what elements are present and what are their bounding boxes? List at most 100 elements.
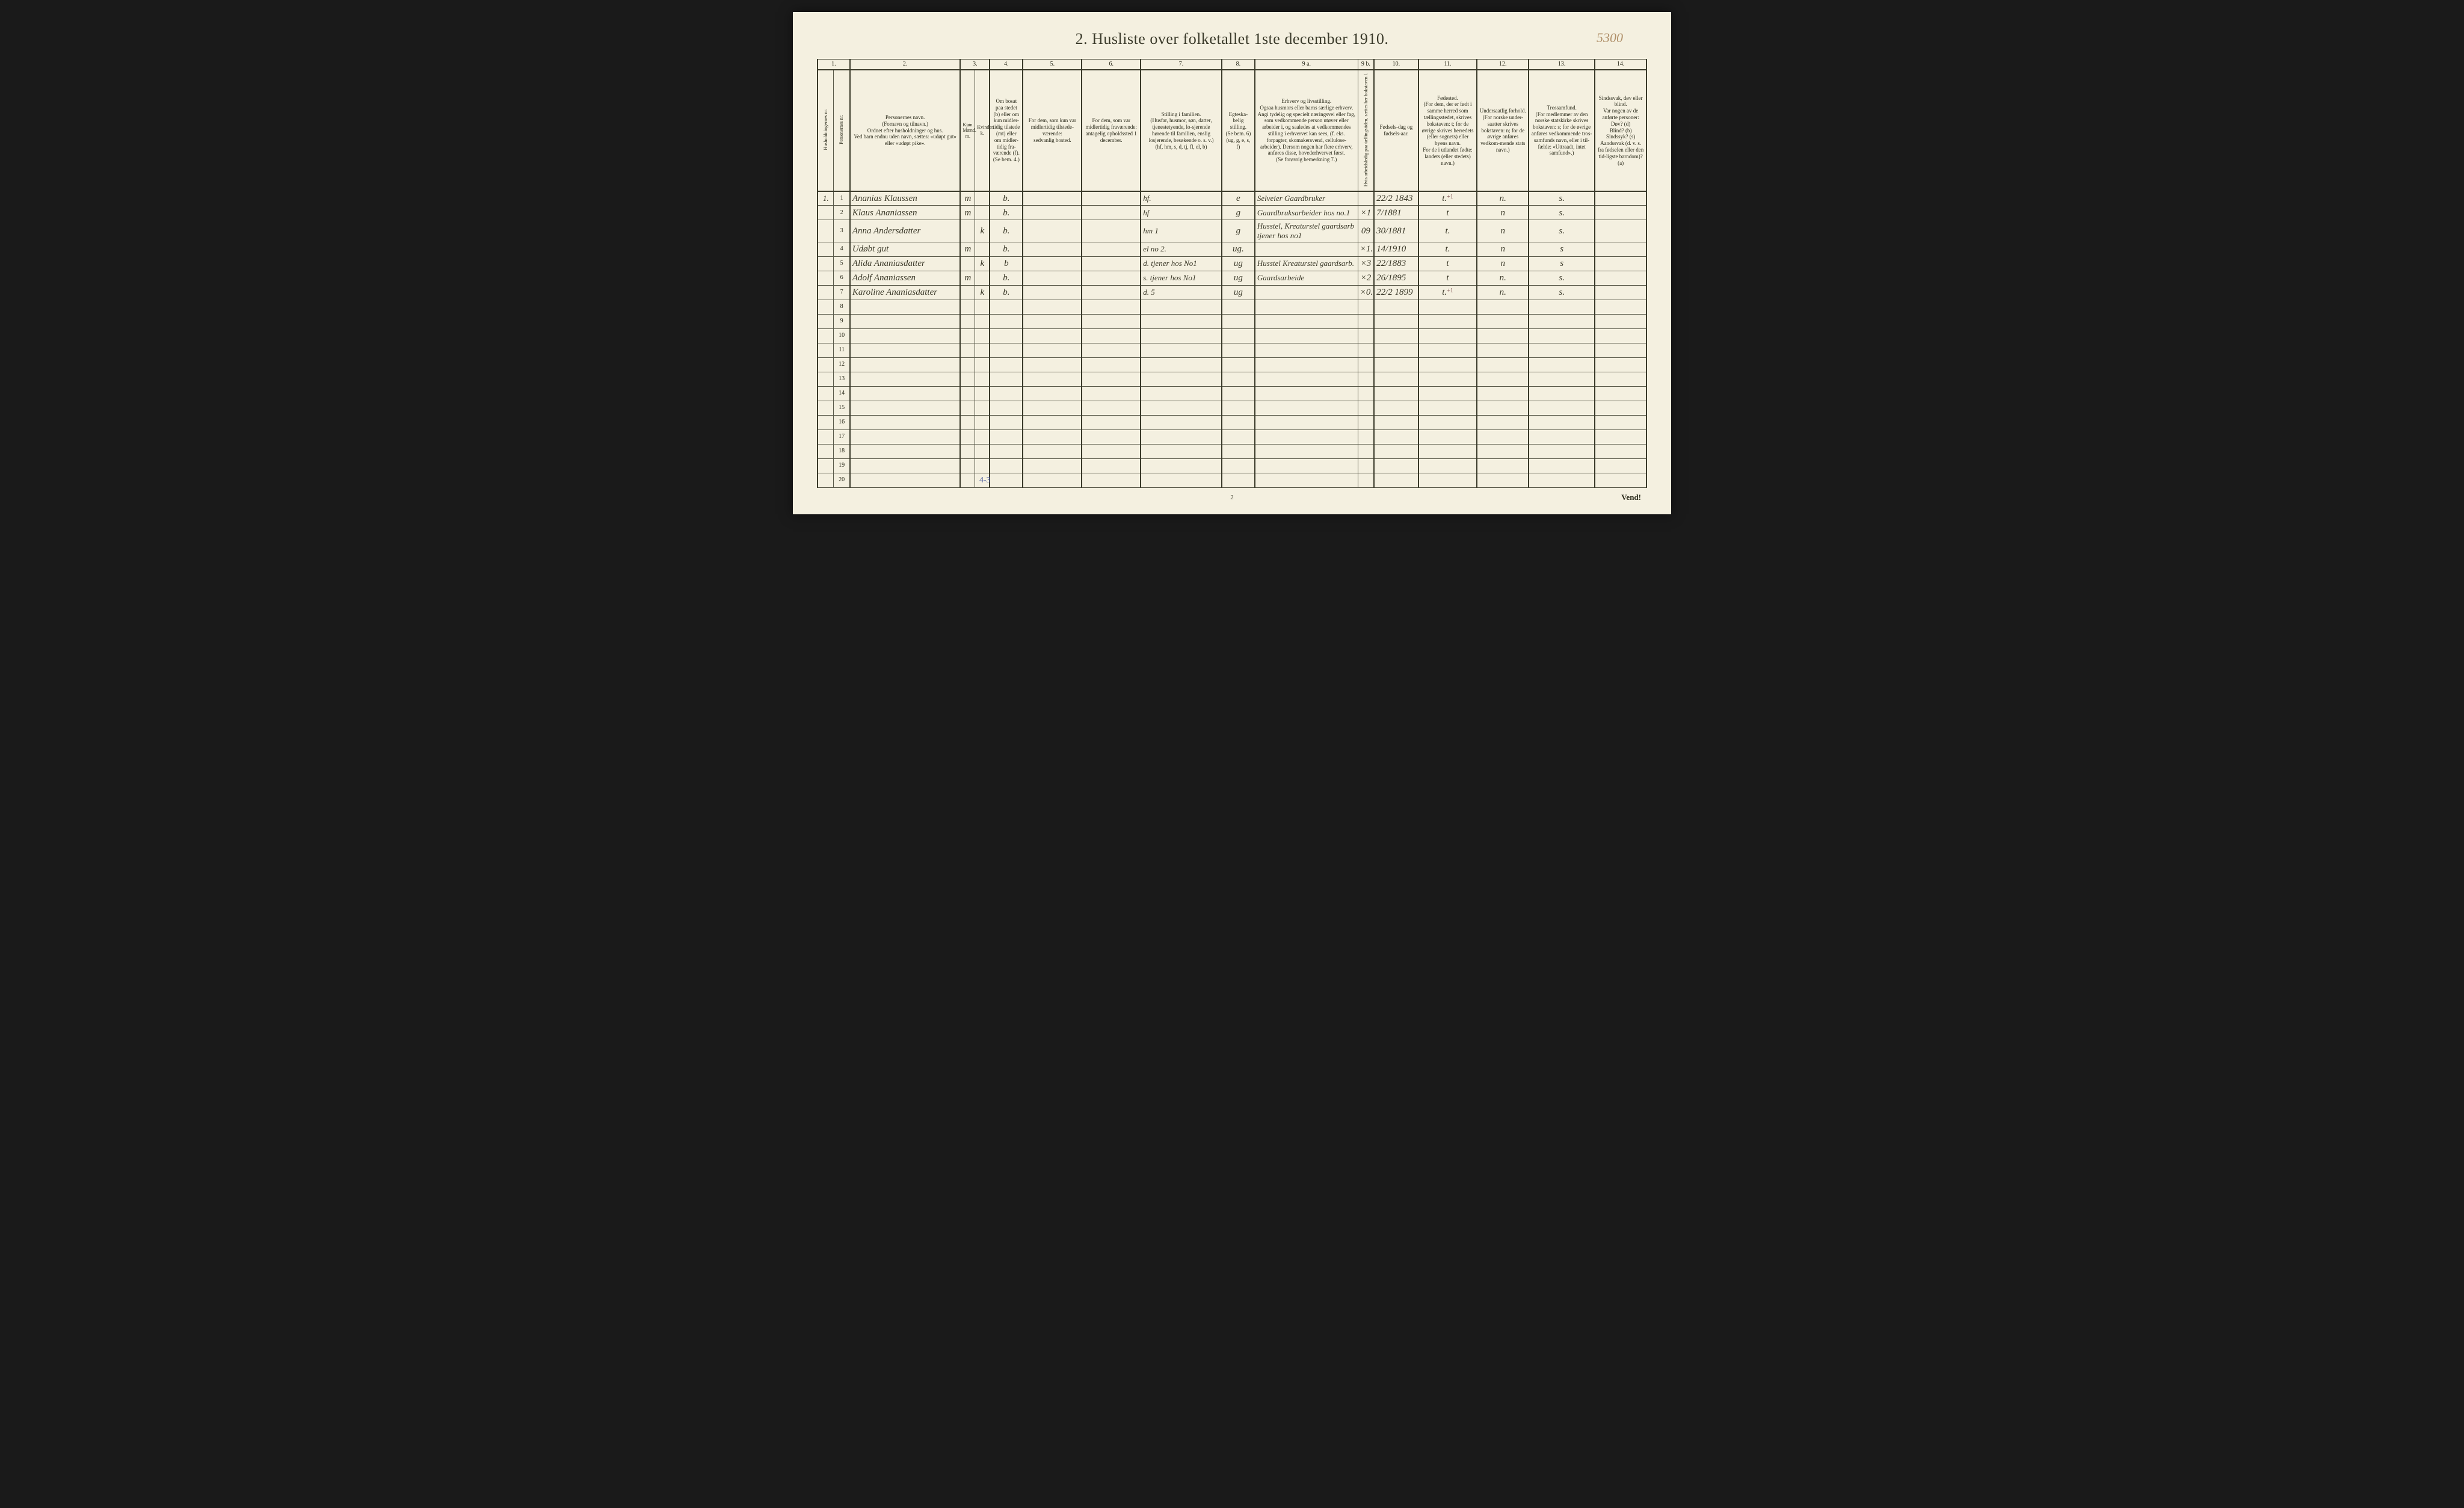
cell-empty [1255,372,1358,386]
cell-empty [1374,386,1418,401]
cell-empty [1477,415,1529,429]
table-row-empty: 18 [818,444,1646,458]
cell-born: t [1418,206,1477,220]
cell-empty [1595,429,1646,444]
cell-empty [1418,429,1477,444]
cell-res: b. [990,191,1023,206]
cell-birth: 22/2 1899 [1374,285,1418,300]
cell-res: b. [990,242,1023,256]
cell-empty [1358,314,1374,328]
cell-empty: 9 [834,314,850,328]
cell-empty [1141,357,1222,372]
cell-empty [1529,372,1595,386]
cell-sex_m [960,256,975,271]
cell-empty: 17 [834,429,850,444]
census-table: 1.2.3.4.5.6.7.8.9 a.9 b.10.11.12.13.14. … [817,59,1647,488]
cell-c14 [1595,206,1646,220]
cell-born: t [1418,256,1477,271]
table-row: 6Adolf Ananiassenmb.s. tjener hos No1ugG… [818,271,1646,285]
cell-c14 [1595,191,1646,206]
cell-mar: g [1222,220,1255,242]
cell-sex_m: m [960,206,975,220]
cell-empty [1374,473,1418,487]
cell-empty [990,473,1023,487]
cell-rel: s. [1529,220,1595,242]
cell-empty [990,314,1023,328]
cell-c9b: ×1. [1358,242,1374,256]
cell-empty [1141,444,1222,458]
cell-empty [960,386,975,401]
cell-empty [1023,386,1082,401]
cell-empty [1141,372,1222,386]
cell-sex_k [975,271,990,285]
cell-empty [1082,386,1141,401]
cell-empty [1358,444,1374,458]
table-row-empty: 11 [818,343,1646,357]
cell-empty [1023,458,1082,473]
cell-rel: s. [1529,206,1595,220]
cell-empty [1529,415,1595,429]
cell-nat: n [1477,242,1529,256]
cell-empty [1477,386,1529,401]
cell-pnr: 3 [834,220,850,242]
cell-empty [1023,473,1082,487]
cell-hnr [818,206,834,220]
cell-name: Klaus Ananiassen [850,206,961,220]
cell-empty [975,386,990,401]
cell-empty [1418,300,1477,314]
cell-empty [1595,386,1646,401]
cell-born: t.+1 [1418,285,1477,300]
cell-empty [1255,343,1358,357]
cell-nat: n [1477,220,1529,242]
cell-hnr [818,256,834,271]
cell-empty [1595,372,1646,386]
table-row-empty: 14 [818,386,1646,401]
cell-nat: n. [1477,271,1529,285]
cell-empty [990,343,1023,357]
cell-empty [1082,343,1141,357]
table-row: 7Karoline Ananiasdatterkb.d. 5ug×0.22/2 … [818,285,1646,300]
cell-occ [1255,285,1358,300]
cell-hnr [818,285,834,300]
cell-empty [1595,458,1646,473]
cell-born: t. [1418,242,1477,256]
page-title: 2. Husliste over folketallet 1ste decemb… [817,30,1647,48]
cell-mar: ug [1222,285,1255,300]
cell-empty [990,401,1023,415]
cell-empty [1082,357,1141,372]
cell-empty [1595,415,1646,429]
cell-empty [1418,401,1477,415]
cell-empty [1082,444,1141,458]
col-header: Husholdningernes nr. [818,70,834,191]
cell-empty [990,386,1023,401]
cell-empty [1141,401,1222,415]
cell-empty [1222,357,1255,372]
cell-birth: 7/1881 [1374,206,1418,220]
cell-empty [850,314,961,328]
cell-empty [818,401,834,415]
cell-empty [1374,300,1418,314]
cell-empty [1141,300,1222,314]
cell-empty [1595,357,1646,372]
cell-born: t [1418,271,1477,285]
cell-empty [1255,473,1358,487]
cell-empty [1374,444,1418,458]
cell-empty [1141,343,1222,357]
cell-empty: 19 [834,458,850,473]
top-annotation: 5300 [1597,30,1623,46]
cell-c9b: ×1 [1358,206,1374,220]
cell-empty [1418,444,1477,458]
cell-empty [1082,401,1141,415]
cell-empty [818,343,834,357]
cell-sex_m: m [960,242,975,256]
cell-empty [1358,415,1374,429]
cell-empty [1477,372,1529,386]
table-row-empty: 8 [818,300,1646,314]
cell-empty [818,444,834,458]
cell-empty [960,444,975,458]
cell-birth: 14/1910 [1374,242,1418,256]
cell-empty [960,314,975,328]
cell-name: Udøbt gut [850,242,961,256]
cell-empty [1023,372,1082,386]
cell-hnr [818,242,834,256]
